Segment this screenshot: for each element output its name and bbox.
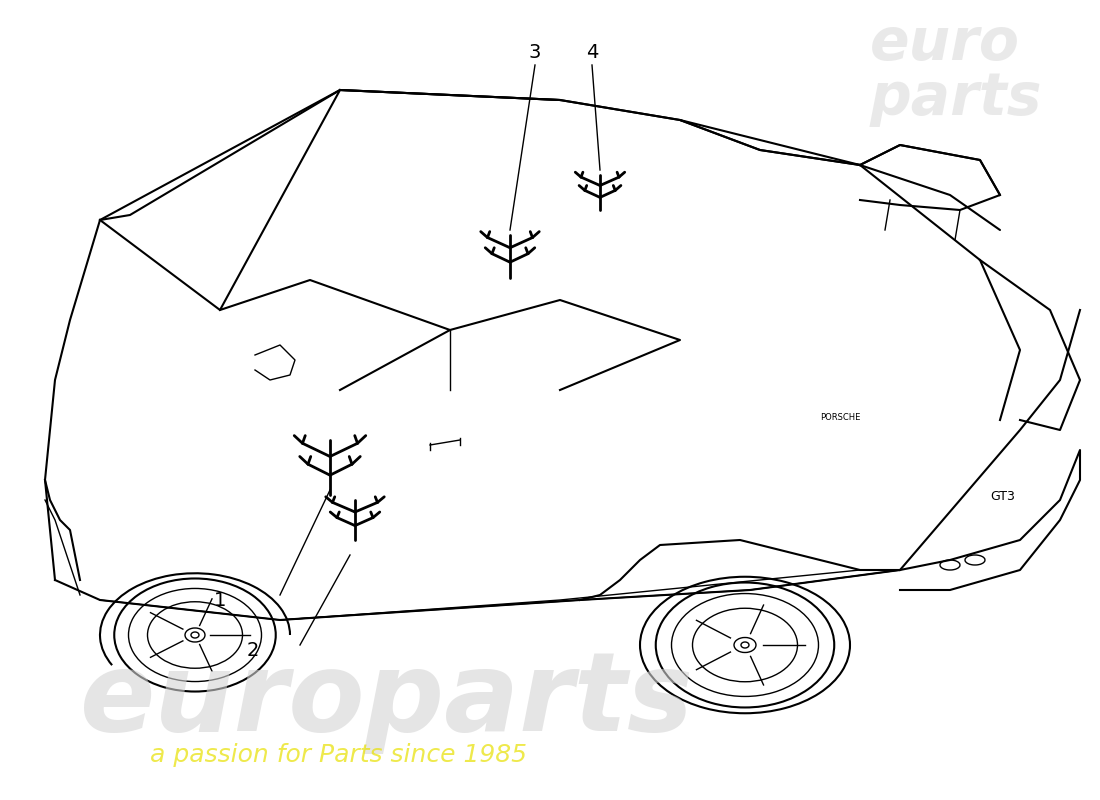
Text: 3: 3 [529, 42, 541, 62]
Text: PORSCHE: PORSCHE [820, 413, 860, 422]
Text: GT3: GT3 [990, 490, 1015, 503]
Text: 2: 2 [246, 641, 260, 659]
Text: euro: euro [870, 15, 1020, 72]
Text: a passion for Parts since 1985: a passion for Parts since 1985 [150, 743, 527, 767]
Text: 1: 1 [213, 590, 227, 610]
Text: europarts: europarts [80, 646, 694, 754]
Text: parts: parts [870, 70, 1043, 127]
Text: 4: 4 [586, 42, 598, 62]
